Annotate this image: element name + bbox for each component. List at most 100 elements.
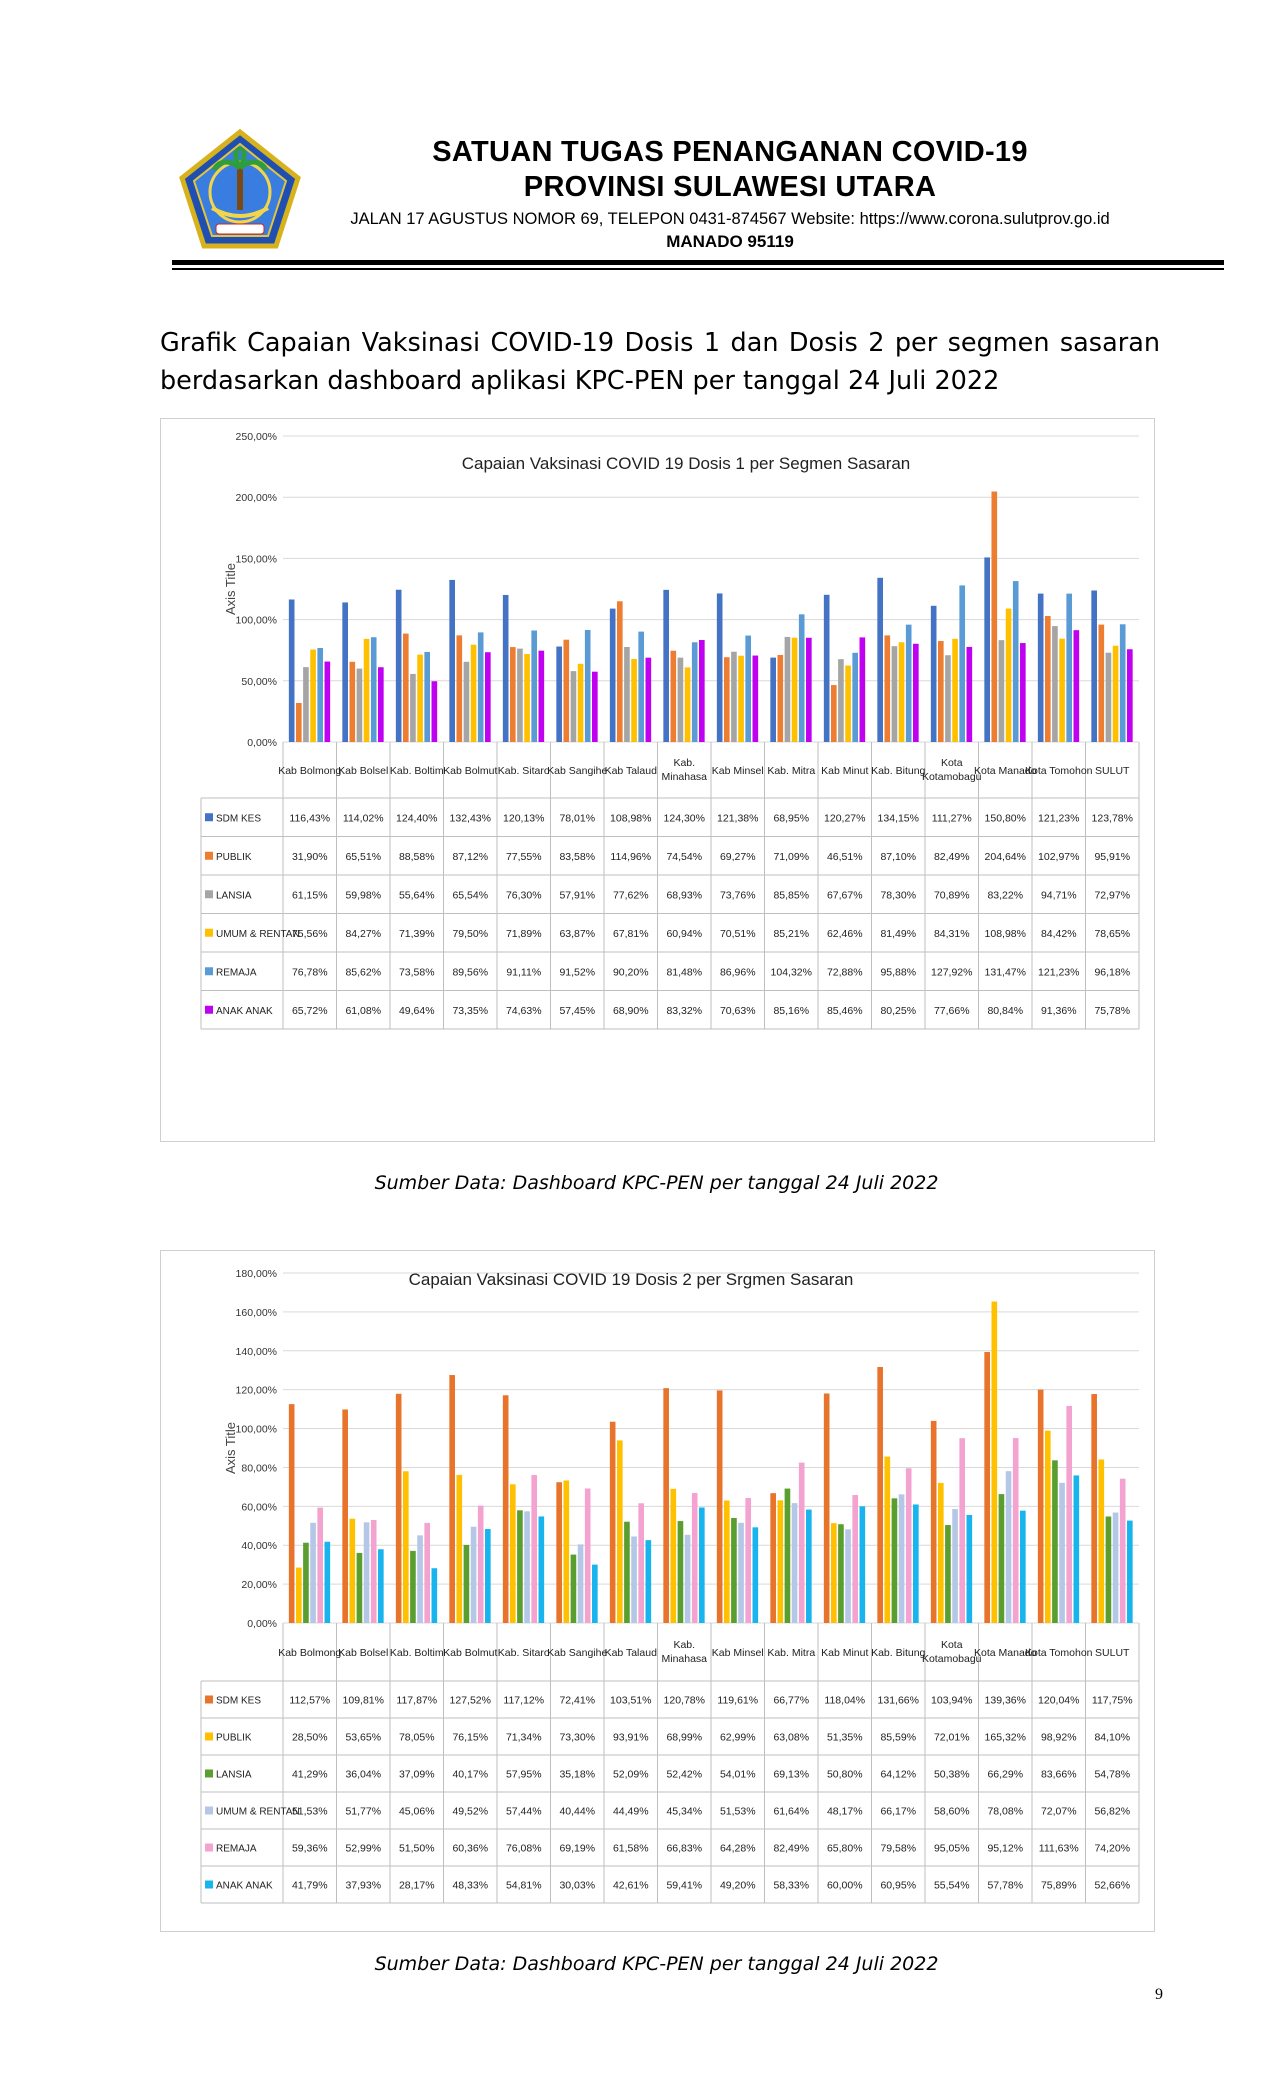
bar — [663, 1388, 669, 1623]
data-label: 127,92% — [931, 966, 972, 978]
data-label: 123,78% — [1092, 812, 1133, 824]
intro-paragraph: Grafik Capaian Vaksinasi COVID-19 Dosis … — [160, 328, 1160, 396]
data-label: 61,64% — [773, 1806, 809, 1818]
y-tick-label: 160,00% — [236, 1307, 277, 1319]
bar — [691, 1493, 698, 1623]
data-label: 85,62% — [345, 966, 381, 978]
data-label: 70,63% — [720, 1005, 756, 1017]
data-label: 51,77% — [345, 1806, 381, 1818]
bar — [624, 1521, 630, 1623]
data-label: 40,17% — [452, 1769, 488, 1781]
category-label: Kab Bolmut — [443, 1647, 497, 1659]
bar — [288, 1404, 295, 1623]
bar — [424, 651, 431, 742]
data-label: 68,95% — [773, 812, 809, 824]
bar — [1037, 1389, 1044, 1623]
bar — [1005, 608, 1012, 742]
data-label: 79,50% — [452, 928, 488, 940]
bar — [538, 650, 545, 742]
bar — [777, 1500, 784, 1623]
bar — [806, 637, 812, 742]
bar — [349, 661, 356, 742]
category-label: Minahasa — [661, 1653, 707, 1665]
bar — [991, 491, 998, 742]
data-label: 111,63% — [1039, 1843, 1079, 1855]
data-label: 76,15% — [452, 1732, 488, 1744]
bar — [791, 1503, 798, 1623]
legend-key — [205, 1005, 213, 1014]
bar — [592, 671, 598, 742]
bar — [1052, 1460, 1058, 1623]
header-title-line1: SATUAN TUGAS PENANGANAN COVID-19 — [432, 136, 1028, 168]
bar — [716, 1390, 723, 1623]
category-label: Kab. Sitaro — [498, 765, 550, 777]
bar — [966, 646, 973, 742]
bar — [310, 649, 316, 742]
data-label: 64,28% — [720, 1843, 756, 1855]
legend-label: LANSIA — [216, 1770, 252, 1781]
bar — [670, 1488, 677, 1623]
data-label: 124,30% — [664, 812, 705, 824]
data-label: 121,23% — [1038, 812, 1079, 824]
bar — [1091, 590, 1097, 742]
data-label: 83,66% — [1041, 1769, 1077, 1781]
data-label: 66,77% — [773, 1695, 809, 1707]
y-tick-label: 180,00% — [236, 1268, 277, 1280]
category-label: Kab. Mitra — [767, 765, 815, 777]
data-label: 45,06% — [399, 1806, 435, 1818]
legend-label: ANAK ANAK — [216, 1006, 273, 1017]
data-label: 70,89% — [934, 889, 970, 901]
bar — [531, 1475, 538, 1623]
data-label: 54,78% — [1094, 1769, 1130, 1781]
data-label: 74,54% — [666, 851, 702, 863]
data-label: 61,58% — [613, 1843, 649, 1855]
data-label: 48,17% — [827, 1806, 863, 1818]
chart-dosis1: 0,00% 50,00% 100,00% 150,00% 200,00% 250,00% A… — [200, 431, 1140, 1030]
legend-key — [205, 1732, 213, 1741]
category-label: Kab. — [673, 1639, 695, 1651]
bar — [1012, 581, 1019, 742]
data-label: 82,49% — [773, 1843, 809, 1855]
bar — [1105, 1516, 1112, 1623]
category-label: Kota Tomohon — [1025, 765, 1093, 777]
header-rule-thick — [172, 260, 1224, 265]
bar — [1112, 645, 1119, 742]
bar — [1119, 1478, 1126, 1623]
bar — [477, 632, 484, 742]
bar — [1059, 638, 1065, 742]
data-label: 114,02% — [343, 812, 384, 824]
data-label: 71,34% — [506, 1732, 542, 1744]
bar — [449, 1375, 455, 1623]
data-label: 68,93% — [666, 889, 702, 901]
data-label: 69,27% — [720, 851, 756, 863]
bar — [609, 608, 616, 742]
data-label: 40,44% — [559, 1806, 595, 1818]
data-label: 91,36% — [1041, 1005, 1077, 1017]
bar — [324, 1541, 331, 1623]
data-label: 31,90% — [292, 851, 328, 863]
category-label: Kab. Boltim — [390, 765, 444, 777]
bar — [631, 1536, 637, 1623]
bar — [638, 631, 645, 742]
legend-label: UMUM & RENTAN — [216, 929, 300, 940]
bar — [592, 1564, 598, 1623]
data-label: 66,83% — [666, 1843, 702, 1855]
bar — [509, 647, 516, 742]
bar — [342, 1409, 348, 1623]
legend-key — [205, 1806, 213, 1815]
bar — [349, 1518, 356, 1623]
data-label: 59,41% — [666, 1880, 702, 1892]
data-label: 112,57% — [289, 1695, 330, 1707]
data-label: 54,81% — [506, 1880, 542, 1892]
data-label: 121,38% — [717, 812, 758, 824]
bar — [616, 1440, 623, 1623]
data-label: 72,01% — [934, 1732, 970, 1744]
data-label: 75,56% — [292, 928, 328, 940]
bar — [691, 642, 698, 742]
bar — [937, 1482, 944, 1623]
bar — [645, 1540, 652, 1623]
data-label: 84,42% — [1041, 928, 1077, 940]
y-tick-label: 150,00% — [236, 553, 277, 565]
data-label: 103,51% — [610, 1695, 651, 1707]
bar — [402, 633, 409, 742]
